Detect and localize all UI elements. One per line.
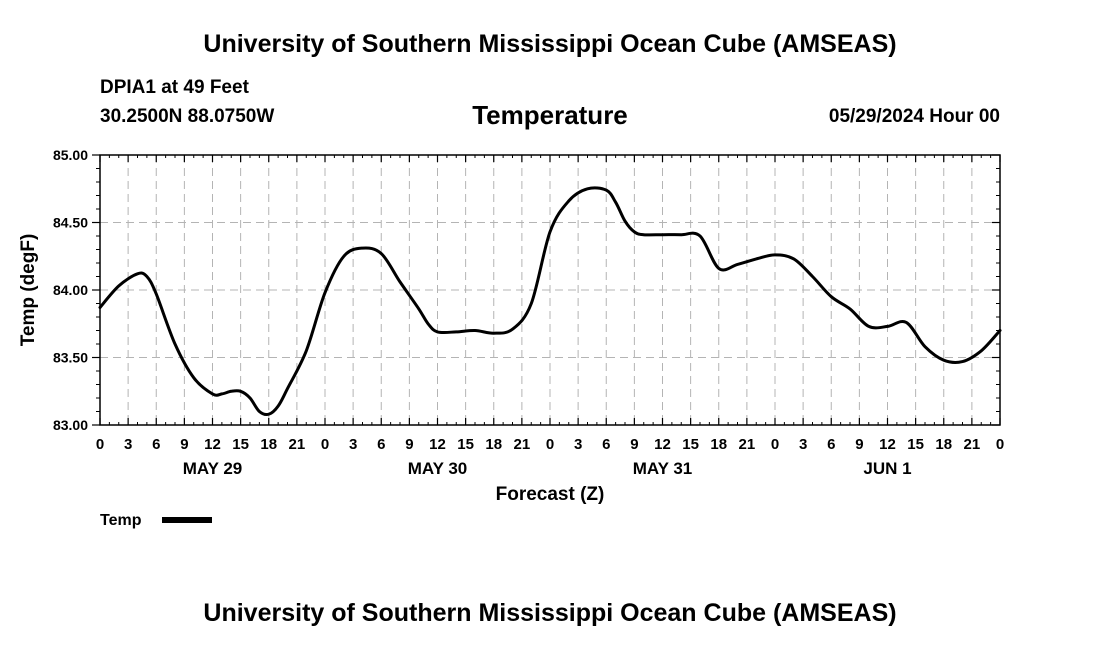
day-label: MAY 30 bbox=[408, 459, 468, 478]
y-tick-label: 84.50 bbox=[53, 215, 88, 231]
x-tick-label: 0 bbox=[546, 436, 554, 453]
x-tick-label: 15 bbox=[457, 436, 474, 453]
x-tick-label: 3 bbox=[799, 436, 807, 453]
x-tick-label: 21 bbox=[289, 436, 306, 453]
legend-line-swatch bbox=[162, 517, 212, 523]
x-tick-label: 0 bbox=[996, 436, 1004, 453]
coordinates-label: 30.2500N 88.0750W bbox=[100, 106, 275, 127]
x-tick-label: 21 bbox=[964, 436, 981, 453]
station-label: DPIA1 at 49 Feet bbox=[100, 77, 249, 98]
x-tick-label: 6 bbox=[827, 436, 835, 453]
legend: Temp bbox=[100, 512, 212, 529]
x-axis-label: Forecast (Z) bbox=[496, 484, 605, 505]
bottom-title: University of Southern Mississippi Ocean… bbox=[203, 599, 897, 627]
x-tick-label: 12 bbox=[879, 436, 896, 453]
y-tick-label: 85.00 bbox=[53, 147, 88, 163]
x-tick-label: 18 bbox=[485, 436, 502, 453]
x-tick-label: 6 bbox=[152, 436, 160, 453]
x-tick-label: 0 bbox=[321, 436, 329, 453]
plot-frame bbox=[99, 154, 1001, 426]
y-axis-label: Temp (degF) bbox=[18, 234, 39, 347]
temp-series-line bbox=[98, 186, 1002, 417]
day-label: JUN 1 bbox=[863, 459, 911, 478]
x-tick-label: 9 bbox=[855, 436, 863, 453]
day-label: MAY 31 bbox=[633, 459, 693, 478]
axis-tick-labels: 0 3 6 9 12 15 18 21 0 3 6 9 12 15 18 21 0 3 6 9 12 15 18 21 0 3 6 9… bbox=[53, 147, 1004, 478]
chart-title: Temperature bbox=[472, 100, 628, 130]
y-tick-label: 83.00 bbox=[53, 417, 88, 433]
y-tick-label: 83.50 bbox=[53, 350, 88, 366]
x-tick-label: 3 bbox=[124, 436, 132, 453]
y-tick-label: 84.00 bbox=[53, 282, 88, 298]
x-tick-label: 3 bbox=[574, 436, 582, 453]
x-tick-label: 9 bbox=[180, 436, 188, 453]
x-tick-label: 12 bbox=[429, 436, 446, 453]
x-tick-label: 18 bbox=[260, 436, 277, 453]
grid-lines bbox=[100, 155, 1000, 425]
date-hour-label: 05/29/2024 Hour 00 bbox=[828, 106, 1000, 127]
x-tick-label: 6 bbox=[377, 436, 385, 453]
top-title: University of Southern Mississippi Ocean… bbox=[203, 30, 897, 58]
x-tick-label: 18 bbox=[710, 436, 727, 453]
x-tick-label: 9 bbox=[405, 436, 413, 453]
legend-label: Temp bbox=[100, 512, 142, 529]
x-tick-label: 18 bbox=[935, 436, 952, 453]
x-tick-label: 6 bbox=[602, 436, 610, 453]
x-tick-label: 21 bbox=[514, 436, 531, 453]
x-tick-label: 0 bbox=[96, 436, 104, 453]
x-tick-label: 15 bbox=[682, 436, 699, 453]
x-tick-label: 15 bbox=[232, 436, 249, 453]
x-tick-label: 15 bbox=[907, 436, 924, 453]
x-tick-label: 12 bbox=[204, 436, 221, 453]
x-tick-label: 9 bbox=[630, 436, 638, 453]
x-tick-label: 0 bbox=[771, 436, 779, 453]
day-label: MAY 29 bbox=[183, 459, 243, 478]
x-tick-label: 21 bbox=[739, 436, 756, 453]
x-tick-label: 12 bbox=[654, 436, 671, 453]
x-tick-label: 3 bbox=[349, 436, 357, 453]
